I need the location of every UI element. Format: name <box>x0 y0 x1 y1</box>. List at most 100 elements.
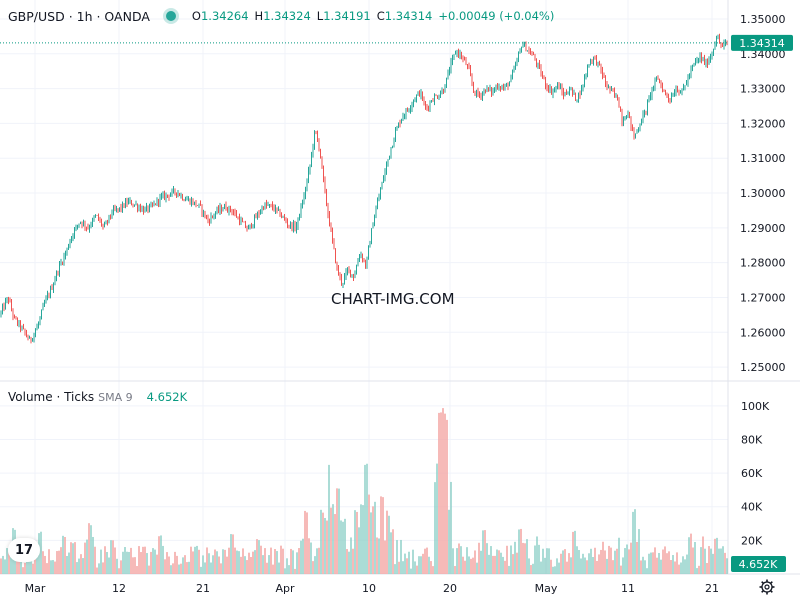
volume-bar <box>480 550 482 574</box>
volume-bar <box>498 550 500 574</box>
volume-bar <box>236 550 238 574</box>
volume-bar <box>152 548 154 574</box>
volume-bar <box>516 552 518 574</box>
symbol-title[interactable]: GBP/USD · 1h · OANDA <box>8 8 150 24</box>
volume-bar <box>620 565 622 574</box>
volume-bar <box>712 553 714 574</box>
volume-bar <box>470 558 472 574</box>
volume-bar <box>46 563 48 574</box>
volume-bar <box>572 531 574 574</box>
volume-bar <box>452 548 454 574</box>
volume-bar <box>212 555 214 574</box>
volume-bar <box>510 545 512 574</box>
volume-bar <box>230 534 232 574</box>
volume-bar <box>550 559 552 574</box>
change-value: +0.00049 (+0.04%) <box>438 9 555 23</box>
volume-bar <box>408 551 410 574</box>
volume-bar <box>348 551 350 574</box>
volume-bar <box>694 542 696 574</box>
volume-bar <box>344 518 346 574</box>
close-label: C <box>376 9 385 23</box>
volume-bar <box>356 511 358 574</box>
volume-bar <box>478 542 480 574</box>
gear-icon[interactable] <box>759 579 775 595</box>
volume-bar <box>524 543 526 574</box>
volume-bar <box>582 553 584 574</box>
volume-bar <box>522 542 524 574</box>
volume-bar <box>146 553 148 574</box>
volume-bar <box>466 547 468 574</box>
volume-bar <box>192 551 194 574</box>
volume-bar <box>288 565 290 574</box>
volume-bar <box>426 547 428 574</box>
volume-bar <box>300 540 302 574</box>
volume-bar <box>654 547 656 574</box>
time-tick-label: 21 <box>705 582 719 595</box>
volume-bar <box>434 482 436 574</box>
volume-bar <box>276 551 278 574</box>
volume-bar <box>326 520 328 574</box>
volume-bar <box>20 551 22 574</box>
volume-bar <box>226 556 228 574</box>
volume-bar <box>592 557 594 574</box>
volume-bar <box>228 547 230 574</box>
volume-bar <box>206 547 208 574</box>
volume-bar <box>312 561 314 574</box>
volume-bar <box>458 543 460 574</box>
volume-bar <box>168 556 170 574</box>
price-tick-label: 1.35000 <box>740 13 786 26</box>
volume-bar <box>308 538 310 574</box>
tradingview-logo-icon[interactable]: 17 <box>8 538 40 562</box>
volume-bar <box>200 566 202 574</box>
volume-bar <box>538 544 540 574</box>
volume-bar <box>310 542 312 574</box>
volume-bar <box>454 566 456 574</box>
volume-tick-label: 20K <box>741 534 763 547</box>
volume-bar <box>274 549 276 574</box>
volume-bar <box>132 557 134 574</box>
volume-bar <box>102 562 104 574</box>
volume-bar <box>68 552 70 574</box>
gear-tooth <box>769 581 773 585</box>
volume-bar <box>628 549 630 574</box>
volume-bar <box>350 537 352 574</box>
volume-bar <box>48 549 50 574</box>
volume-tick-label: 40K <box>741 501 763 514</box>
volume-bar <box>708 546 710 574</box>
volume-bar <box>650 552 652 574</box>
last-volume-tag <box>731 556 786 572</box>
volume-bar <box>24 562 26 574</box>
logo-text: 17 <box>14 542 34 558</box>
volume-bar <box>324 517 326 574</box>
volume-bar <box>36 548 38 574</box>
volume-bar <box>284 568 286 574</box>
volume-bar <box>496 549 498 574</box>
volume-bar <box>584 557 586 574</box>
volume-bar <box>280 545 282 574</box>
volume-bar <box>134 557 136 574</box>
volume-bar <box>108 557 110 574</box>
price-tick-label: 1.32000 <box>740 117 786 130</box>
volume-bar <box>720 548 722 574</box>
volume-bar <box>490 546 492 574</box>
volume-bar <box>660 559 662 574</box>
volume-tick-label: 100K <box>741 400 770 413</box>
volume-title[interactable]: Volume · Ticks <box>8 390 95 404</box>
volume-bar <box>376 537 378 574</box>
volume-bar <box>204 562 206 574</box>
volume-bar <box>714 538 716 574</box>
volume-bar <box>320 509 322 574</box>
volume-bar <box>56 551 58 574</box>
volume-bar <box>600 549 602 574</box>
volume-bar <box>542 548 544 574</box>
volume-bar <box>514 541 516 574</box>
volume-bar <box>676 552 678 574</box>
volume-bar <box>182 557 184 574</box>
volume-bar <box>4 559 6 574</box>
volume-bar <box>72 543 74 574</box>
volume-bar <box>364 464 366 574</box>
volume-bar <box>562 550 564 574</box>
volume-bar <box>126 551 128 574</box>
